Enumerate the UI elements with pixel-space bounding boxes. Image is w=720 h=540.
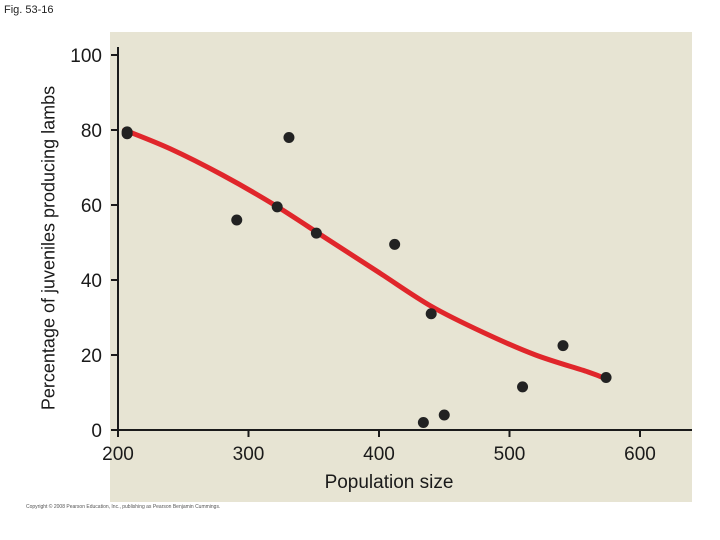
data-point	[310, 227, 322, 239]
y-tick-label: 20	[81, 346, 102, 367]
x-tick-label: 500	[494, 444, 526, 465]
x-axis-label: Population size	[325, 472, 454, 493]
data-point	[389, 238, 401, 250]
y-tick-label: 0	[91, 421, 102, 442]
data-point	[283, 132, 295, 143]
data-point	[231, 214, 243, 226]
x-tick-label: 400	[363, 444, 395, 465]
data-point	[517, 381, 529, 393]
trend-line	[122, 127, 610, 382]
data-point	[557, 340, 569, 352]
data-point	[417, 417, 429, 428]
y-tick-label: 80	[81, 121, 102, 142]
data-point	[121, 126, 133, 138]
x-tick-label: 200	[102, 444, 134, 465]
y-tick-label: 100	[70, 46, 102, 67]
y-tick-label: 40	[81, 271, 102, 292]
data-point	[600, 372, 612, 383]
data-point	[425, 308, 437, 320]
y-tick-label: 60	[81, 196, 102, 217]
x-tick-label: 300	[233, 444, 265, 465]
figure-label: Fig. 53-16	[4, 4, 54, 16]
copyright-notice: Copyright © 2008 Pearson Education, Inc.…	[26, 504, 221, 510]
data-point	[271, 201, 283, 213]
plot-panel	[110, 32, 692, 502]
data-point	[438, 409, 450, 421]
x-tick-label: 600	[624, 444, 656, 465]
